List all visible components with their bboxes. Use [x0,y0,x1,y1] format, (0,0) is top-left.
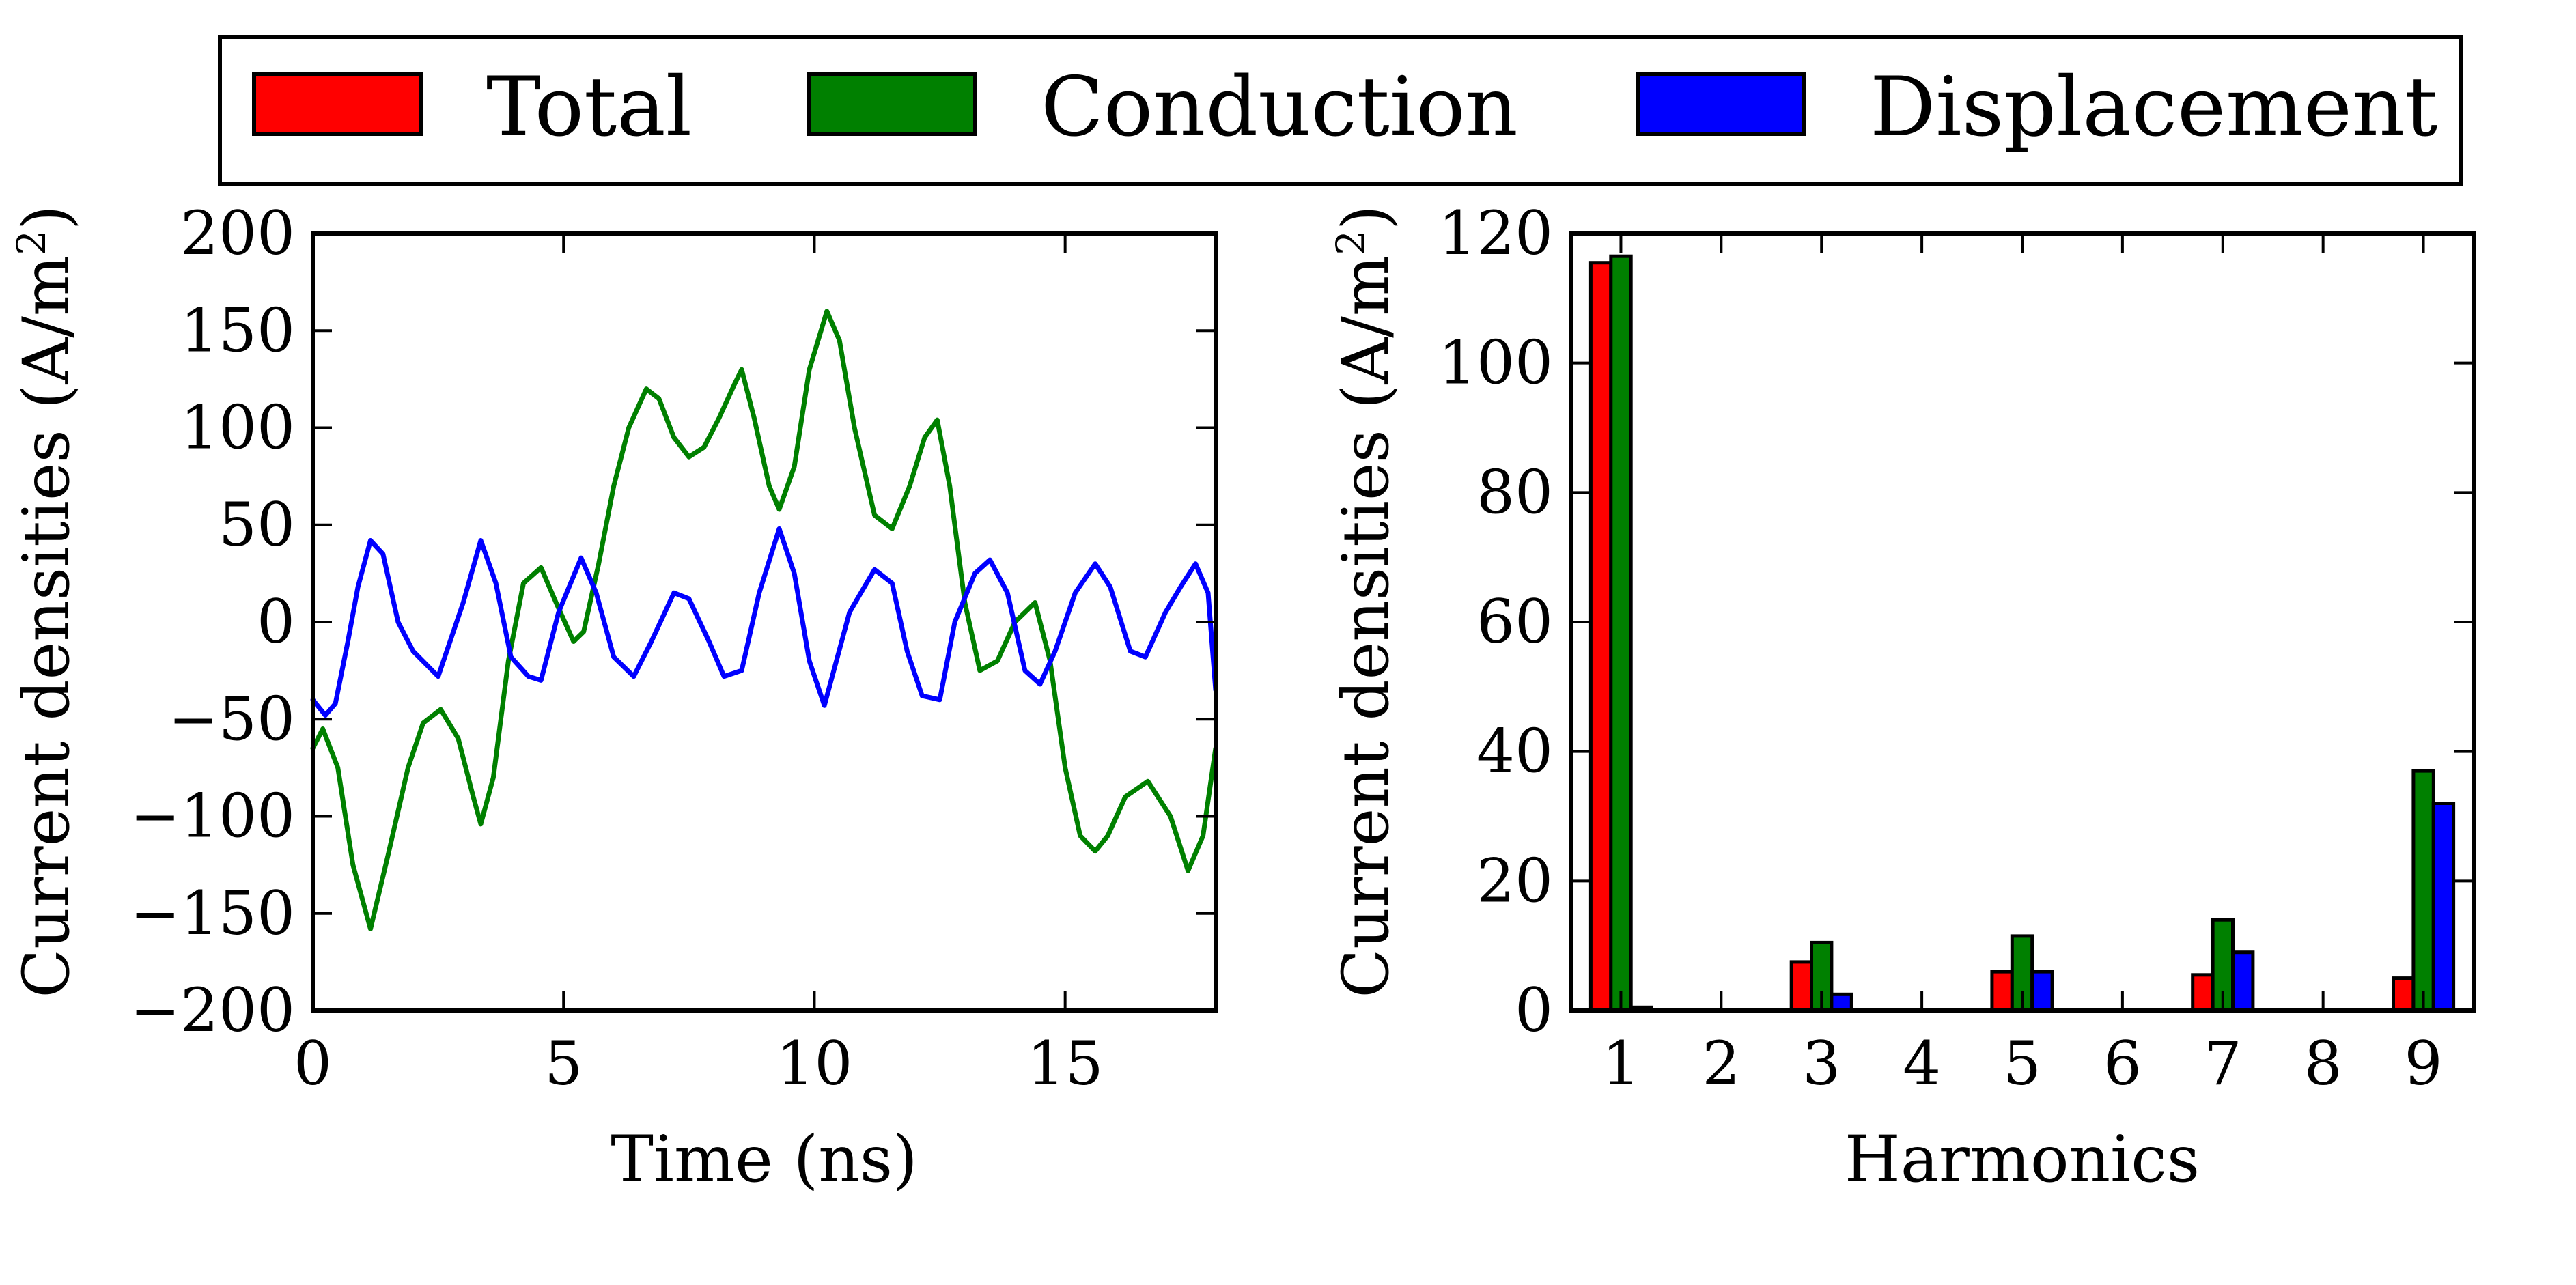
x-tick-label: 1 [1601,1028,1640,1099]
y-tick-label: 40 [1476,716,1553,787]
harmonics-y-axis-label: Current densities (A/m2) [1328,205,1403,998]
y-tick-label: 20 [1476,845,1553,916]
bar-total-h1 [1588,261,1613,1013]
x-tick-label: 4 [1903,1028,1941,1099]
time-y-axis-label: Current densities (A/m2) [8,205,84,998]
y-tick-label: −50 [168,683,295,754]
harmonic-bars [1588,254,2456,1013]
series-line-displacement [310,526,1218,718]
y-tick-label: 60 [1476,587,1553,657]
legend-swatch-total [252,72,423,136]
y-tick-label: 80 [1476,457,1553,527]
x-tick-label: 8 [2304,1028,2342,1099]
time-y-axis-label-superscript: 2 [8,230,55,255]
x-tick-label: 5 [544,1028,583,1099]
x-tick-label: 6 [2103,1028,2142,1099]
x-tick-label: 7 [2204,1028,2242,1099]
harmonics-axes-frame [1569,231,2476,1013]
y-tick-label: 150 [180,295,295,365]
bar-conduction-h9 [2411,769,2435,1013]
y-tick-label: −200 [130,975,295,1045]
legend-frame [218,35,2463,186]
harmonic-tick-marks [1571,232,2474,1012]
legend-swatch-conduction [807,72,977,136]
bar-displacement-h5 [2030,970,2054,1013]
x-tick-label: 3 [1802,1028,1840,1099]
y-tick-label: 50 [219,490,295,560]
series-line-conduction [310,309,1218,931]
time-x-axis-label: Time (ns) [611,1122,918,1197]
legend-label-conduction: Conduction [1041,60,1518,155]
legend-swatch-displacement [1636,72,1806,136]
bar-conduction-h1 [1609,254,1633,1013]
y-tick-label: 100 [1438,328,1553,398]
x-tick-label: 2 [1702,1028,1740,1099]
y-tick-label: 200 [180,198,295,268]
x-tick-label: 15 [1027,1028,1104,1099]
bar-total-h7 [2191,973,2215,1013]
time-tick-marks [311,232,1216,1012]
y-tick-label: −150 [130,878,295,948]
x-tick-label: 5 [2003,1028,2041,1099]
y-tick-label: 0 [257,587,295,657]
legend-label-total: Total [486,60,692,155]
time-series-lines [310,309,1218,931]
harmonics-x-axis-label: Harmonics [1845,1122,2200,1197]
time-domain-chart: 0 5 10 15 −200 −150 −100 −50 0 50 100 150 200 Time (… [8,198,1218,1197]
legend: Total Conduction Displacement [218,35,2463,186]
legend-label-displacement: Displacement [1870,60,2437,155]
time-y-axis-label-base: Current densities (A/m [10,255,84,998]
x-tick-label: 9 [2405,1028,2443,1099]
harmonic-tick-labels: 1 2 3 4 5 6 7 8 9 0 20 40 60 80 100 120 [1438,198,2443,1099]
bar-displacement-h7 [2231,950,2255,1013]
x-tick-label: 10 [776,1028,852,1099]
y-tick-label: −100 [130,781,295,851]
y-tick-label: 100 [180,393,295,463]
y-tick-label: 0 [1515,975,1553,1045]
time-axes-frame [311,231,1218,1013]
harmonics-y-axis-label-superscript: 2 [1328,230,1374,255]
bar-total-h3 [1789,960,1814,1013]
bar-displacement-h9 [2431,802,2456,1013]
x-tick-label: 0 [294,1028,332,1099]
bar-total-h9 [2392,976,2416,1013]
bar-displacement-h3 [1830,992,1853,1013]
harmonics-y-axis-label-base: Current densities (A/m [1329,255,1403,998]
y-tick-label: 120 [1438,198,1553,268]
time-tick-labels: 0 5 10 15 −200 −150 −100 −50 0 50 100 150 200 [130,198,1103,1099]
time-y-axis-label-close: ) [10,205,84,230]
bar-total-h5 [1990,970,2014,1013]
harmonics-y-axis-label-close: ) [1329,205,1403,230]
